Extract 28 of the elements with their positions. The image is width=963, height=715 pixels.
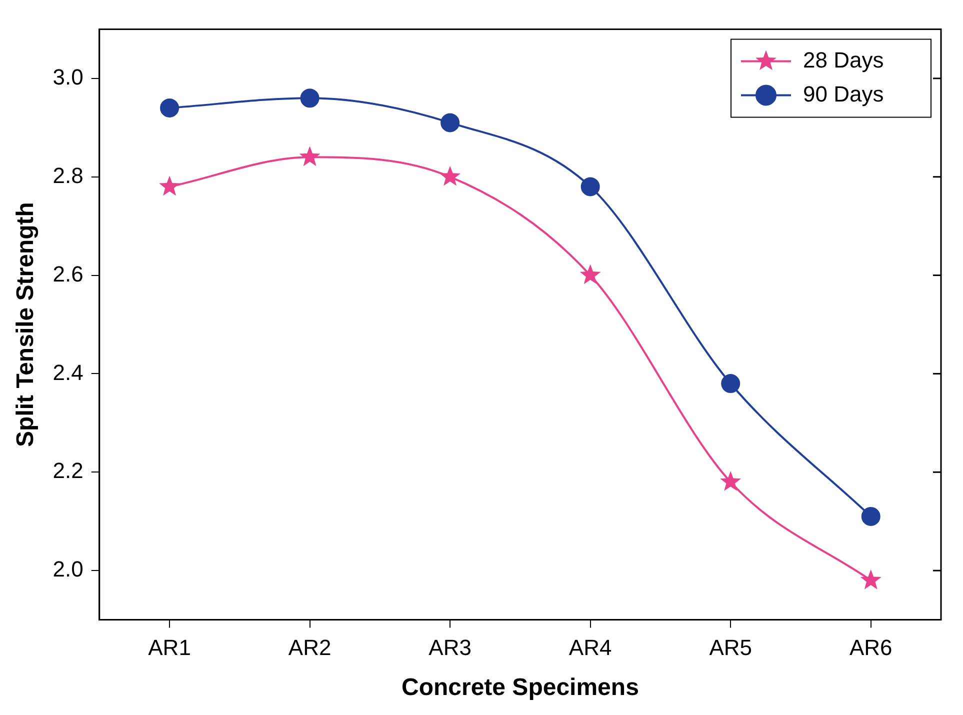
x-tick-label: AR2 [288,635,332,660]
x-tick-label: AR6 [849,635,892,660]
x-tick-label: AR4 [568,635,612,660]
point [440,113,460,132]
y-tick-label: 2.0 [52,556,84,582]
point [580,264,601,284]
point [159,176,180,196]
y-tick-label: 2.4 [52,360,84,385]
legend-label: 90 Days [803,81,884,106]
point [300,88,320,108]
point [861,506,880,526]
y-tick-label: 3.0 [52,64,84,90]
y-tick-label: 2.2 [52,458,84,484]
y-tick-label: 2.8 [52,162,84,188]
point [721,374,740,394]
x-tick-label: AR5 [709,635,752,660]
point [580,177,600,196]
x-tick-label: AR1 [148,635,191,660]
x-tick-label: AR3 [428,635,472,660]
point [440,166,461,186]
y-axis-title: Split Tensile Strength [12,202,40,447]
point [299,146,320,166]
point [720,470,742,491]
y-tick-label: 2.6 [52,261,84,286]
legend-label: 28 Days [803,47,884,72]
x-axis-title: Concrete Specimens [401,674,639,702]
point [160,98,180,118]
point [860,569,882,590]
